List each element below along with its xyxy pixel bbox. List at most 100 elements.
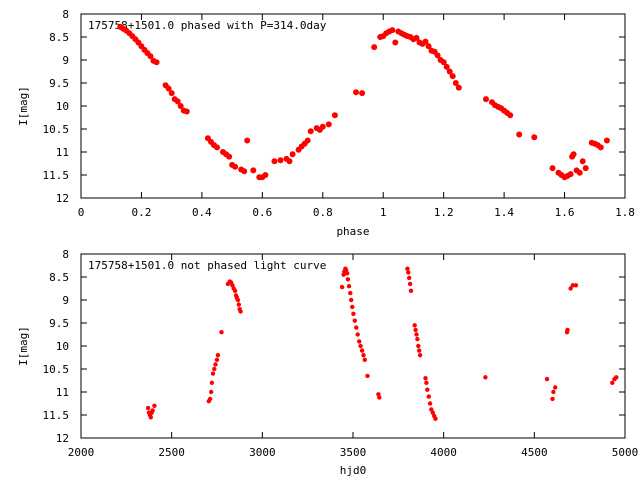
unphased-y-tick-label: 9 bbox=[62, 294, 69, 307]
phased-data-point bbox=[325, 121, 332, 128]
phased-x-axis-label: phase bbox=[336, 225, 369, 238]
unphased-panel: 175758+1501.0 not phased light curve hjd… bbox=[17, 248, 638, 477]
phased-data-point bbox=[582, 165, 589, 172]
unphased-y-tick-label: 10 bbox=[56, 340, 69, 353]
phased-y-tick-label: 11 bbox=[56, 146, 69, 159]
phased-x-tick-label: 1.2 bbox=[434, 206, 454, 219]
unphased-data-point bbox=[483, 375, 488, 380]
phased-panel-title: 175758+1501.0 phased with P=314.0day bbox=[88, 19, 327, 32]
phased-x-tick-label: 0.2 bbox=[132, 206, 152, 219]
phased-data-point bbox=[549, 165, 556, 172]
unphased-data-point bbox=[354, 325, 359, 330]
phased-x-tick-label: 0.4 bbox=[192, 206, 212, 219]
unphased-data-point bbox=[614, 375, 619, 380]
phased-data-point bbox=[286, 158, 293, 165]
phased-data-point bbox=[147, 53, 154, 60]
phased-data-point bbox=[371, 44, 378, 51]
unphased-data-point bbox=[415, 336, 420, 342]
phased-panel: 175758+1501.0 phased with P=314.0day pha… bbox=[17, 8, 635, 238]
unphased-data-point bbox=[152, 403, 157, 408]
phased-data-point bbox=[174, 98, 181, 105]
unphased-data-point bbox=[413, 327, 418, 333]
unphased-y-tick-label: 8 bbox=[62, 248, 69, 261]
unphased-data-point bbox=[565, 327, 570, 333]
unphased-data-point bbox=[610, 380, 615, 385]
unphased-data-point bbox=[346, 284, 352, 289]
unphased-data-point bbox=[209, 389, 214, 395]
unphased-data-point bbox=[210, 371, 216, 376]
phased-y-tick-label: 11.5 bbox=[43, 169, 70, 182]
phased-data-point bbox=[434, 52, 441, 59]
phased-x-tick-label: 0.6 bbox=[252, 206, 272, 219]
unphased-data-point bbox=[568, 286, 573, 291]
unphased-data-point bbox=[351, 311, 356, 316]
unphased-data-point bbox=[359, 348, 365, 353]
phased-data-point bbox=[516, 131, 523, 138]
unphased-y-tick-label: 9.5 bbox=[49, 317, 69, 330]
unphased-data-point bbox=[339, 284, 345, 290]
unphased-data-point bbox=[345, 277, 351, 282]
phased-x-tick-label: 0 bbox=[78, 206, 85, 219]
unphased-data-point bbox=[412, 323, 417, 328]
unphased-data-point bbox=[416, 343, 421, 349]
phased-y-tick-label: 12 bbox=[56, 192, 69, 205]
phased-x-tick-label: 1 bbox=[380, 206, 387, 219]
phased-y-tick-label: 8.5 bbox=[49, 31, 69, 44]
phased-data-point bbox=[603, 137, 610, 144]
unphased-data-point bbox=[235, 297, 241, 303]
unphased-panel-title: 175758+1501.0 not phased light curve bbox=[88, 259, 326, 272]
phased-y-tick-label: 8 bbox=[62, 8, 69, 21]
unphased-data-point bbox=[349, 297, 354, 303]
phased-data-point bbox=[214, 144, 220, 151]
phased-data-point bbox=[307, 128, 314, 135]
phased-data-point bbox=[183, 108, 190, 115]
phased-data-point bbox=[567, 171, 574, 178]
unphased-data-point bbox=[361, 353, 366, 358]
unphased-y-tick-label: 11.5 bbox=[43, 409, 70, 422]
unphased-data-point bbox=[345, 271, 350, 276]
unphased-data-point bbox=[212, 366, 217, 372]
unphased-data-point bbox=[433, 416, 438, 421]
phased-x-tick-label: 0.8 bbox=[313, 206, 333, 219]
unphased-data-point bbox=[357, 339, 362, 344]
unphased-data-point bbox=[150, 408, 155, 413]
phased-data-point bbox=[262, 172, 269, 178]
phased-data-point bbox=[250, 167, 257, 174]
unphased-data-point bbox=[550, 396, 555, 402]
unphased-y-tick-label: 8.5 bbox=[49, 271, 69, 284]
unphased-data-point bbox=[423, 376, 428, 381]
unphased-data-point bbox=[213, 362, 218, 367]
unphased-data-point bbox=[417, 353, 423, 358]
phased-data-point bbox=[277, 157, 284, 164]
unphased-data-point bbox=[238, 309, 243, 314]
phased-data-point bbox=[319, 123, 326, 130]
unphased-data-point bbox=[553, 385, 558, 390]
unphased-y-tick-label: 12 bbox=[56, 432, 69, 445]
unphased-y-tick-label: 10.5 bbox=[43, 363, 70, 376]
unphased-data-point bbox=[425, 387, 430, 392]
phased-y-tick-label: 10.5 bbox=[43, 123, 70, 136]
unphased-data-point bbox=[414, 332, 419, 337]
unphased-x-tick-label: 3500 bbox=[340, 446, 367, 459]
phased-data-point bbox=[177, 103, 184, 109]
phased-y-tick-label: 9 bbox=[62, 54, 69, 67]
unphased-x-tick-label: 4000 bbox=[430, 446, 457, 459]
phased-data-point bbox=[359, 90, 366, 97]
phased-data-point bbox=[153, 59, 160, 66]
phased-data-point bbox=[353, 89, 359, 96]
unphased-x-tick-label: 3000 bbox=[249, 446, 276, 459]
unphased-data-point bbox=[209, 380, 215, 385]
unphased-data-point bbox=[551, 389, 556, 395]
phased-x-tick-label: 1.6 bbox=[555, 206, 575, 219]
unphased-x-tick-label: 2500 bbox=[158, 446, 185, 459]
unphased-x-tick-label: 4500 bbox=[521, 446, 548, 459]
phased-data-point bbox=[579, 158, 586, 165]
unphased-data-point bbox=[215, 353, 221, 358]
phased-data-point bbox=[289, 151, 296, 158]
unphased-data-point bbox=[426, 394, 431, 399]
phased-data-point bbox=[389, 27, 396, 34]
unphased-data-point bbox=[236, 302, 241, 307]
phased-y-axis-label: I[mag] bbox=[17, 86, 30, 126]
unphased-data-point bbox=[350, 304, 355, 310]
